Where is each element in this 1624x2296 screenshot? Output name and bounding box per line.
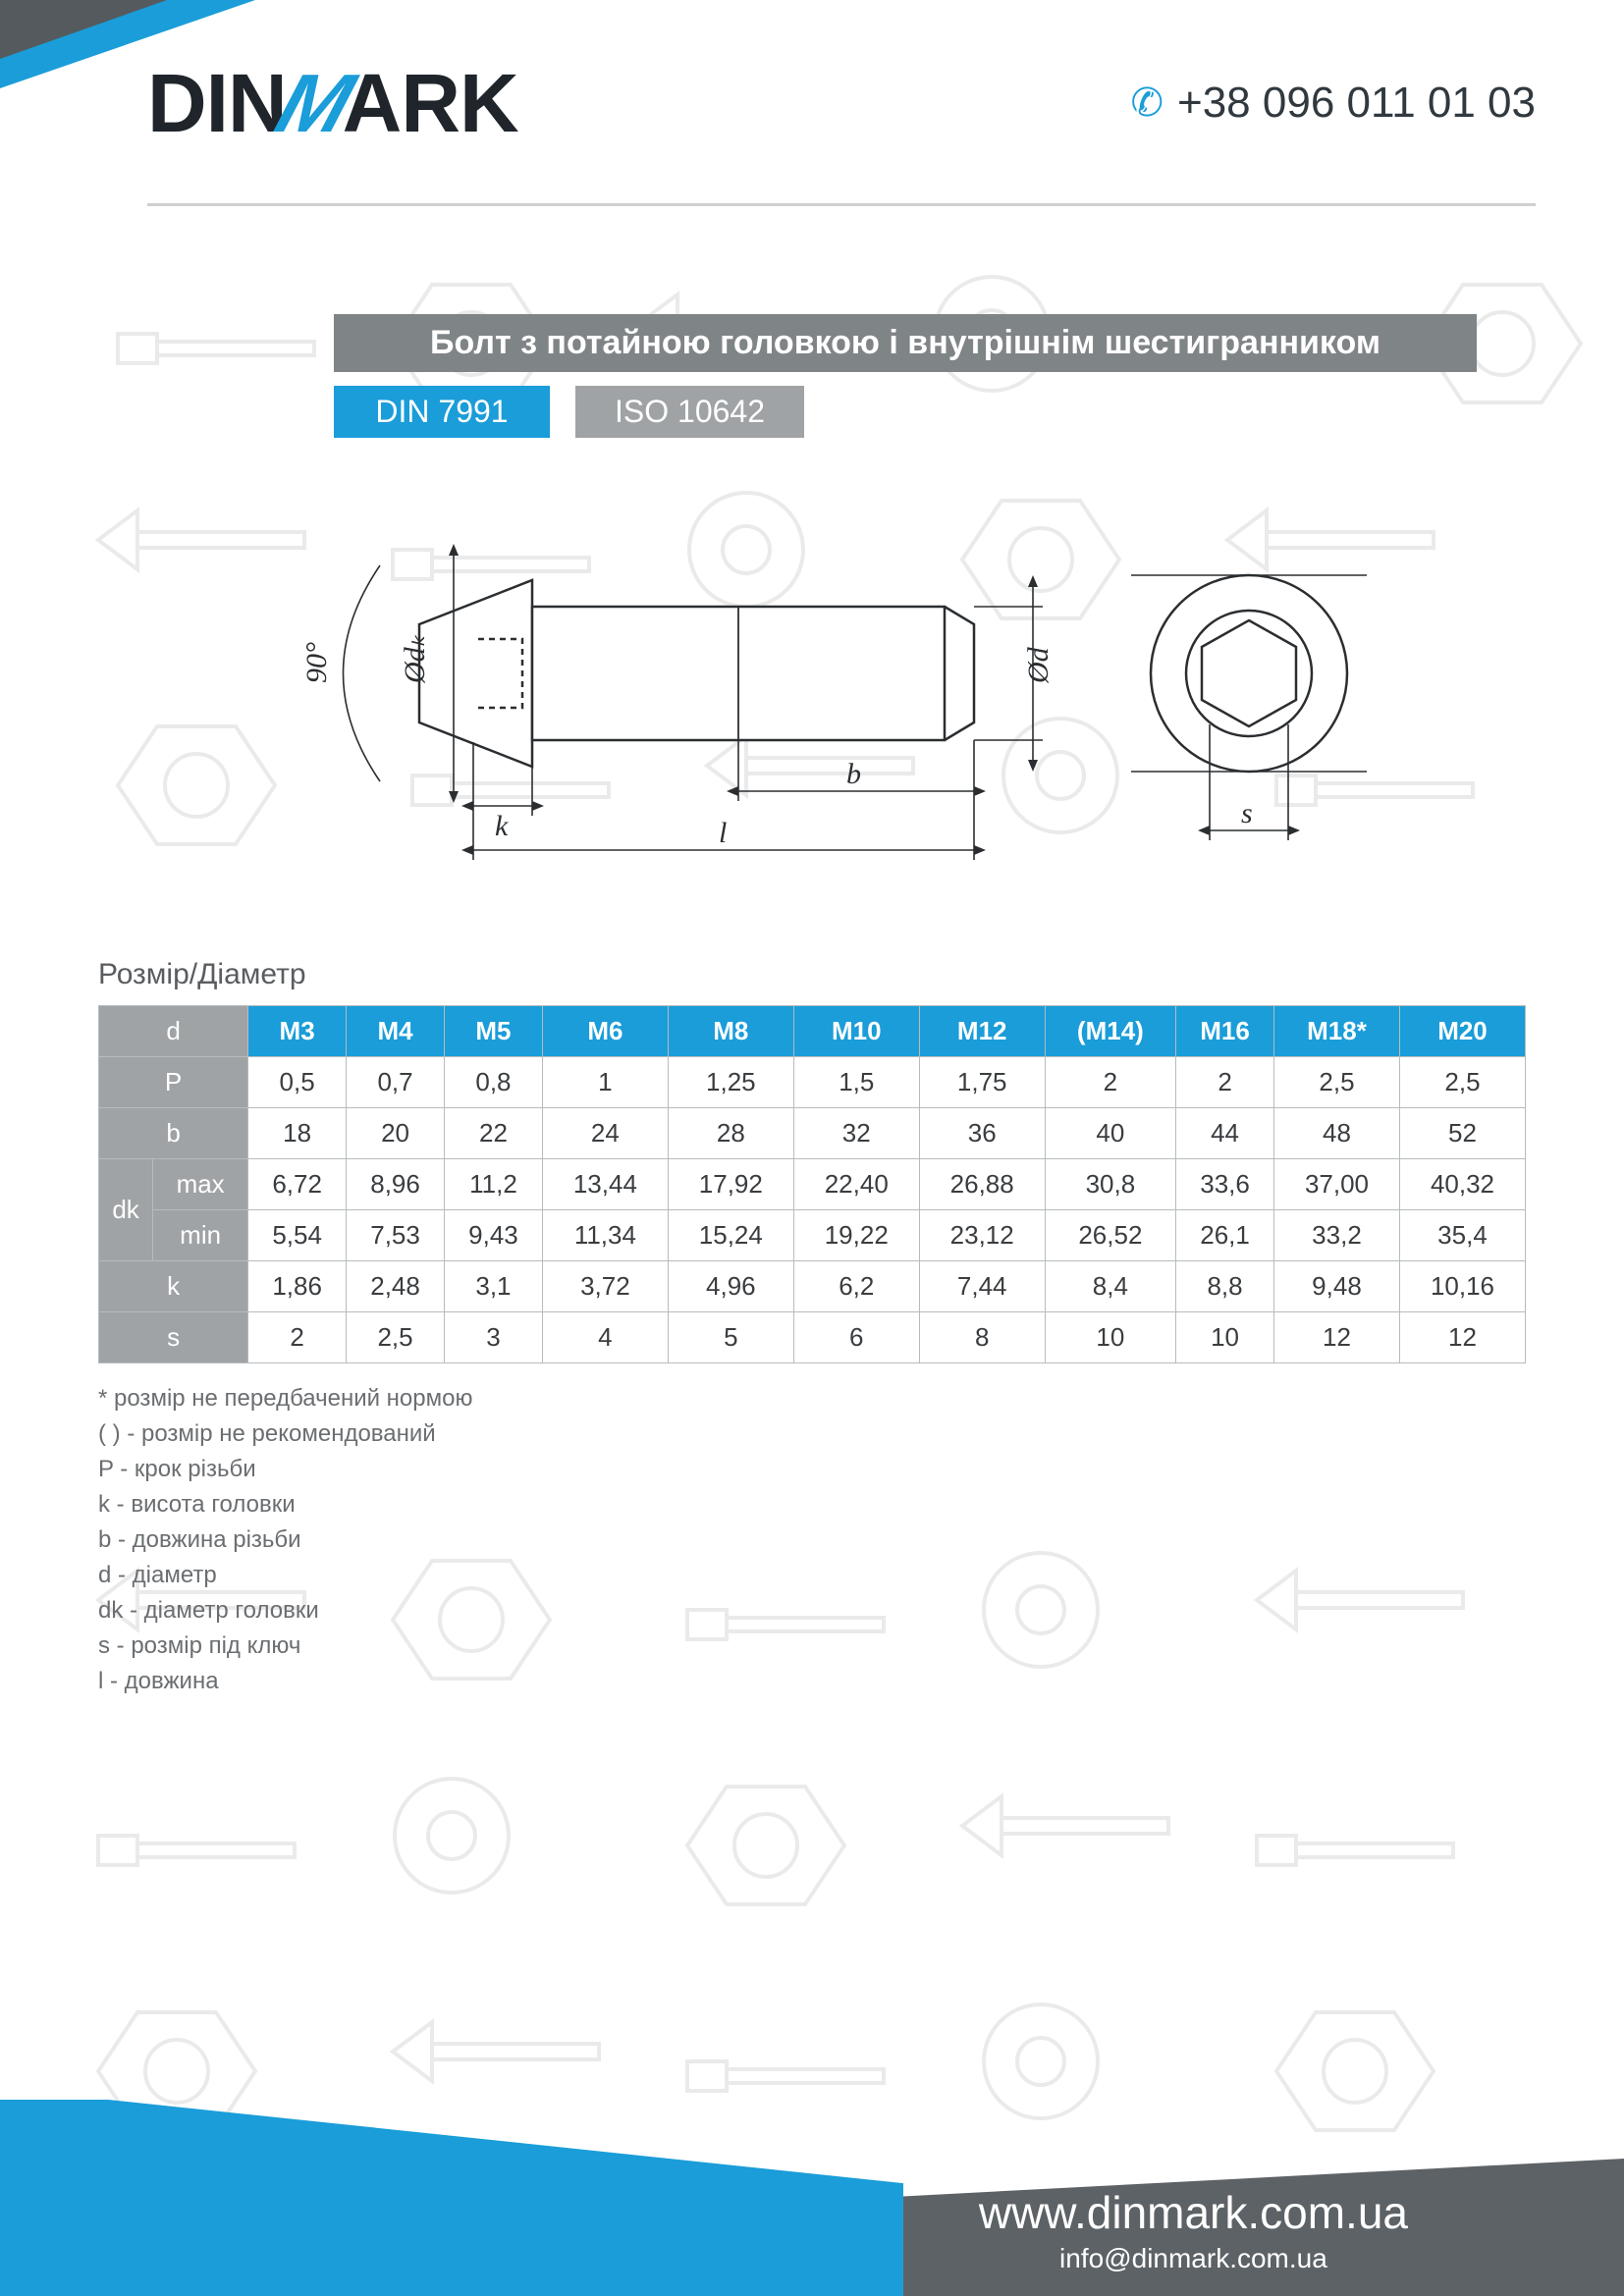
size-col: M4 <box>347 1006 445 1057</box>
title-block: Болт з потайною головкою і внутрішнім ше… <box>334 314 1477 438</box>
header-corner-grey <box>0 0 167 59</box>
row-label: P <box>99 1057 248 1108</box>
dim-l: l <box>719 817 727 849</box>
note-line: * розмір не передбачений нормою <box>98 1381 1526 1416</box>
footer-email: info@dinmark.com.ua <box>979 2243 1408 2274</box>
logo-part-post: ARK <box>343 57 518 149</box>
spec-table: d M3 M4 M5 M6 M8 M10 M12 (M14) M16 M18* … <box>98 1005 1526 1363</box>
size-col: M20 <box>1399 1006 1525 1057</box>
size-col: M6 <box>542 1006 668 1057</box>
product-title: Болт з потайною головкою і внутрішнім ше… <box>334 314 1477 372</box>
dim-s: s <box>1241 797 1253 829</box>
footer-shape-blue <box>0 2100 903 2296</box>
row-b: b 1820222428323640444852 <box>99 1108 1526 1159</box>
dim-dk: Ødₖ <box>399 634 431 684</box>
size-col: M18* <box>1274 1006 1400 1057</box>
row-P: P 0,50,70,811,251,51,75222,52,5 <box>99 1057 1526 1108</box>
note-line: l - довжина <box>98 1664 1526 1699</box>
row-label-dk-min: min <box>153 1210 248 1261</box>
row-label-dk-max: max <box>153 1159 248 1210</box>
page-header: DINMARK ✆ +38 096 011 01 03 <box>0 0 1624 206</box>
phone-number: +38 096 011 01 03 <box>1177 79 1536 128</box>
row-label: k <box>99 1261 248 1312</box>
header-d: d <box>99 1006 248 1057</box>
size-col: M8 <box>668 1006 793 1057</box>
note-line: b - довжина різьби <box>98 1522 1526 1558</box>
standards-row: DIN 7991 ISO 10642 <box>334 386 1477 438</box>
note-line: d - діаметр <box>98 1558 1526 1593</box>
dim-d: Ød <box>1022 646 1055 684</box>
table-caption: Розмір/Діаметр <box>98 958 1624 991</box>
size-col: M5 <box>445 1006 543 1057</box>
standard-iso: ISO 10642 <box>575 386 804 438</box>
technical-diagram: 90° Ødₖ Ød k b l s <box>226 497 1477 909</box>
footer-website: www.dinmark.com.ua <box>979 2186 1408 2239</box>
dim-k: k <box>495 810 509 842</box>
table-header-row: d M3 M4 M5 M6 M8 M10 M12 (M14) M16 M18* … <box>99 1006 1526 1057</box>
row-label-dk: dk <box>99 1159 153 1261</box>
size-col: M10 <box>793 1006 919 1057</box>
notes-block: * розмір не передбачений нормою ( ) - ро… <box>98 1381 1526 1699</box>
note-line: s - розмір під ключ <box>98 1629 1526 1664</box>
note-line: ( ) - розмір не рекомендований <box>98 1416 1526 1452</box>
dim-b: b <box>846 758 861 790</box>
row-label: s <box>99 1312 248 1363</box>
row-s: s 22,53456810101212 <box>99 1312 1526 1363</box>
row-label: b <box>99 1108 248 1159</box>
note-line: k - висота головки <box>98 1487 1526 1522</box>
footer-text: www.dinmark.com.ua info@dinmark.com.ua <box>979 2186 1408 2274</box>
note-line: dk - діаметр головки <box>98 1593 1526 1629</box>
size-col: M12 <box>919 1006 1045 1057</box>
size-col: M16 <box>1176 1006 1274 1057</box>
page-footer: www.dinmark.com.ua info@dinmark.com.ua <box>0 2100 1624 2296</box>
dim-angle: 90° <box>300 642 333 683</box>
header-underline <box>147 203 1536 206</box>
size-col: (M14) <box>1045 1006 1175 1057</box>
phone-block: ✆ +38 096 011 01 03 <box>1131 79 1537 128</box>
note-line: P - крок різьби <box>98 1452 1526 1487</box>
row-dk-min: min 5,547,539,4311,3415,2419,2223,1226,5… <box>99 1210 1526 1261</box>
standard-din: DIN 7991 <box>334 386 550 438</box>
row-dk-max: dk max 6,728,9611,213,4417,9222,4026,883… <box>99 1159 1526 1210</box>
phone-icon: ✆ <box>1131 80 1164 126</box>
size-col: M3 <box>248 1006 347 1057</box>
row-k: k 1,862,483,13,724,966,27,448,48,89,4810… <box>99 1261 1526 1312</box>
